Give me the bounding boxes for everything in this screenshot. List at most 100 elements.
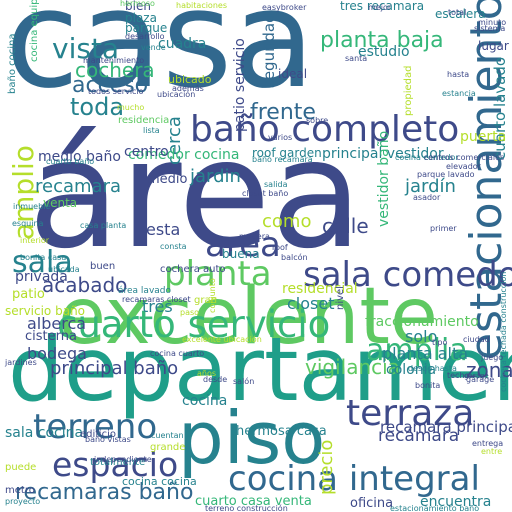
word-colonia: colonia (386, 362, 437, 378)
word-privada: privada (15, 269, 68, 285)
word-interior: interior (20, 236, 50, 245)
word-departamento: departamento (8, 318, 512, 421)
word-madera: madera (239, 232, 270, 241)
word-cuarto-casa-venta: cuarto casa venta (195, 494, 312, 509)
word-acceso: acceso (72, 73, 149, 98)
word-consta: consta (160, 242, 187, 251)
word-entrega: entrega (472, 439, 504, 448)
word-plaza: plaza (125, 11, 157, 25)
word-salida: salida (264, 180, 288, 189)
word-terraza: terraza (346, 393, 475, 434)
word-garage: garage (466, 375, 495, 384)
word-servicio-bano: servicio baño (5, 304, 86, 318)
word-sistema: sistema (474, 24, 506, 33)
word-medio-bano: medio baño (38, 149, 121, 165)
word-encuentra: encuentra (420, 494, 492, 510)
word-zona: zona (466, 358, 512, 382)
word-inmueble: inmueble (13, 202, 51, 211)
word-totalmente: totalmente (90, 457, 146, 468)
word-closet: closet (287, 294, 335, 313)
word-acabado: acabado (42, 273, 128, 297)
word-vista: vista (52, 32, 120, 65)
word-hermoso: hermoso (120, 0, 155, 8)
word-como: como (262, 211, 312, 232)
word-cocina-cuarto: cocina cuarto (150, 349, 205, 358)
word-estancia: estancia (442, 89, 476, 98)
word-juego: juego (481, 353, 504, 362)
word-sala-comedor: sala comedor (303, 255, 512, 295)
word-residencial: residencial (282, 281, 358, 297)
word-cuentan: cuentan (151, 431, 184, 440)
word-santa: santa (345, 54, 368, 63)
word-cuadra: cuadra (158, 36, 207, 52)
word-closet-bano: closet baño (242, 189, 289, 198)
word-patio-servicio: patio servicio (232, 38, 248, 132)
word-planta: planta (164, 254, 272, 294)
word-jardin: jardin (190, 166, 241, 187)
word-vestidor-bano: vestidor baño (376, 130, 392, 227)
word-solo: solo (405, 327, 438, 346)
word-lista: lista (143, 126, 160, 135)
word-amplia: amplia (366, 333, 468, 368)
word-ciudad: ciudad (463, 335, 490, 344)
word-grande: grande (150, 442, 186, 453)
word-ubicacion: ubicación (157, 90, 196, 99)
word-cochera-auto: cochera auto (160, 264, 226, 275)
word-residencia: residencia (118, 115, 170, 126)
word-cocina-comedor: cocina comedor (395, 153, 459, 162)
word-todos-servicio: todos servicio (88, 87, 144, 96)
word-bodega: bodega (27, 344, 87, 363)
word-alberca: alberca (27, 314, 87, 333)
word-parque-lavado: parque lavado (417, 170, 475, 179)
word-bano-cocina: baño cocina (7, 33, 18, 94)
word-propiedad: propiedad (403, 65, 414, 116)
word-excelente: excelente (58, 272, 438, 362)
word-tipo: tipo (432, 338, 448, 347)
word-principal-vestidor: principal vestidor (322, 146, 444, 162)
word-bano-completo: baño completo (190, 109, 460, 150)
word-tres-recamara: tres recamara (340, 0, 425, 13)
word-comedor-cocina: comedor cocina (128, 147, 240, 163)
word-cocina-equipada: cocina equipada (29, 0, 40, 62)
word-estudio: estudio (358, 44, 410, 60)
word-planta-alta: planta alta (382, 344, 469, 363)
word-cuarto-servicio: cuarto servicio (57, 303, 331, 346)
word-casa-planta: casa planta (80, 221, 127, 230)
word-bonita-casa: bonita casa (20, 253, 67, 262)
word-desde-hasta: desde hasta (408, 364, 457, 373)
word-balcon: balcón (281, 253, 308, 262)
word-seguridad: seguridad (260, 13, 278, 88)
word-cocina: cocina (182, 393, 228, 409)
word-cocina-integral: cocina integral (228, 459, 480, 499)
word-buena: buena (222, 247, 260, 261)
word-calle: calle (322, 214, 369, 238)
word-planta-baja: planta baja (320, 28, 444, 53)
word-sala-cocina: sala cocina (5, 425, 84, 441)
word-proyecto: proyecto (5, 497, 41, 506)
word-anos: años (197, 369, 217, 378)
word-roof: roof (272, 243, 288, 252)
word-garage: garage (464, 372, 489, 380)
word-venta: venta (43, 196, 78, 210)
word-recamaras-closet: recamaras closet (122, 295, 191, 304)
word-centro: centro (124, 144, 169, 160)
word-total: total (448, 8, 467, 17)
word-recamaras-bano: recamaras baño (15, 480, 194, 505)
word-vende: vende (141, 43, 166, 52)
word-primer: primer (430, 224, 457, 233)
word-ubicada: ubicada (48, 265, 80, 274)
word-terreno-construccion: terreno construcción (205, 504, 288, 512)
word-parque: parque (125, 21, 168, 35)
word-salon: salón (233, 377, 255, 386)
word-mejor: mejor (368, 3, 392, 12)
word-vigilancia: vigilancia (305, 355, 400, 379)
word-esta: esta (146, 220, 181, 239)
word-fraccionamiento: fraccionamiento (365, 314, 479, 330)
word-area: area (205, 225, 281, 265)
word-cuarto-bano: cuarto baño (46, 157, 95, 166)
word-metro: metro (5, 485, 35, 496)
word-sobre: sobre (306, 116, 329, 125)
word-terreno: terreno (33, 407, 158, 447)
word-principal-bano: principal baño (50, 358, 179, 379)
